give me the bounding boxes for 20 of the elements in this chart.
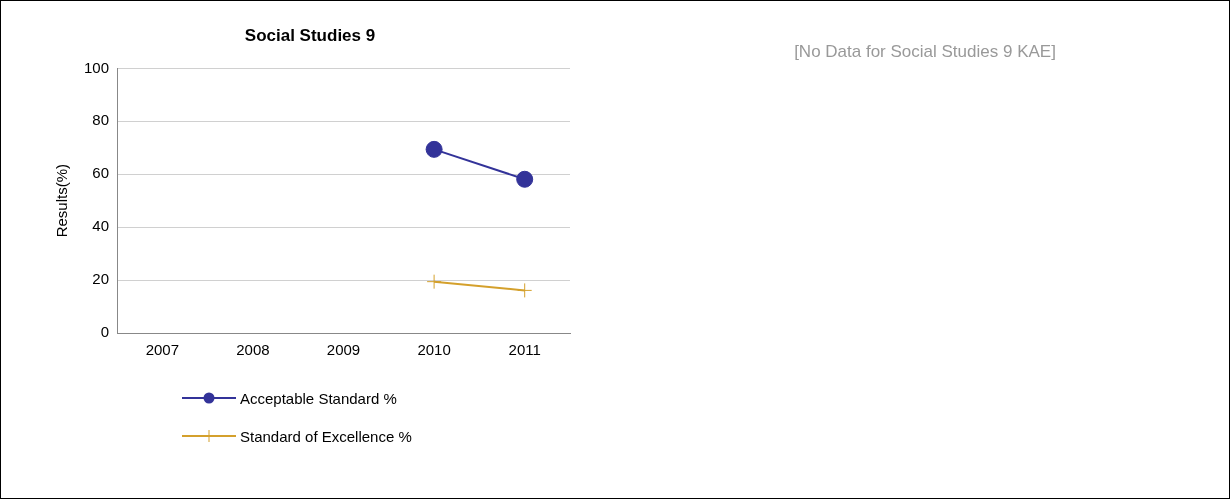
x-tick-label: 2009 xyxy=(326,341,361,359)
y-tick-label: 40 xyxy=(92,217,110,235)
text: [No Data for Social Studies 9 KAE] xyxy=(793,42,1057,62)
point xyxy=(517,282,533,298)
y-tick-label: 0 xyxy=(100,323,110,341)
y-axis-title: Results(%) xyxy=(53,164,71,238)
point xyxy=(426,274,442,290)
y-tick-label: 20 xyxy=(92,270,110,288)
legend-label: Acceptable Standard % xyxy=(240,389,397,407)
point xyxy=(516,170,534,188)
chart-title: Social Studies 9 xyxy=(244,25,376,45)
point xyxy=(425,140,443,158)
legend-label: Standard of Excellence % xyxy=(240,427,412,445)
y-tick-label: 100 xyxy=(84,58,110,76)
y-tick-label: 80 xyxy=(92,111,110,129)
x-tick-label: 2010 xyxy=(417,341,451,359)
y-tick-label: 60 xyxy=(92,164,110,182)
x-tick-label: 2011 xyxy=(508,341,541,359)
x-tick-label: 2008 xyxy=(236,341,270,359)
x-tick-label: 2007 xyxy=(145,341,180,359)
